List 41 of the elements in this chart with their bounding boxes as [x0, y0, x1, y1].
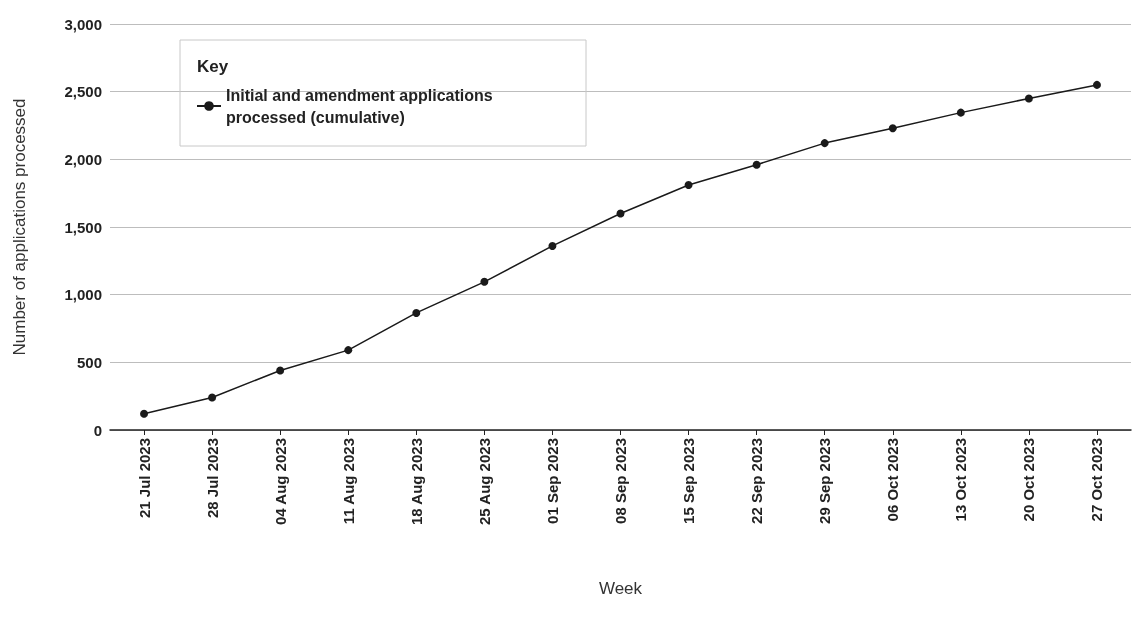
x-tick-label: 18 Aug 2023: [407, 438, 425, 525]
point: [1024, 94, 1033, 103]
x-tick-label: 11 Aug 2023: [339, 438, 357, 525]
x-tick-label: 22 Sep 2023: [748, 438, 766, 524]
y-tick-label: 2,000: [64, 150, 102, 168]
point: [412, 308, 421, 317]
y-tick-label: 1,000: [64, 286, 102, 304]
point: [208, 393, 217, 402]
x-tick-label: 13 Oct 2023: [952, 438, 970, 522]
y-tick-label: 0: [93, 421, 102, 439]
point: [1092, 80, 1101, 89]
point: [276, 366, 285, 375]
x-tick-label: 08 Sep 2023: [612, 438, 629, 524]
x-axis-title: Week: [598, 579, 643, 598]
x-tick-label: 04 Aug 2023: [271, 438, 289, 525]
point: [480, 277, 489, 286]
x-tick-label: 15 Sep 2023: [680, 438, 698, 524]
legend-title: Key: [197, 57, 229, 76]
point: [344, 346, 353, 355]
point: [888, 124, 897, 133]
legend-label: Initial and amendment applications processed (cumulative): [226, 86, 498, 126]
x-tick-label: 25 Aug 2023: [475, 438, 493, 525]
point: [956, 108, 965, 117]
y-tick-label: 3,000: [64, 15, 102, 33]
point: [684, 181, 693, 190]
point: [616, 209, 625, 218]
point: [548, 241, 557, 250]
point: [140, 409, 149, 418]
y-axis-title: Number of applications processed: [10, 98, 29, 356]
x-tick-label: 06 Oct 2023: [884, 438, 902, 522]
y-tick-label: 1,500: [64, 218, 102, 236]
point: [752, 160, 761, 169]
x-tick-label: 21 Jul 2023: [135, 438, 153, 519]
y-tick-label: 500: [76, 353, 102, 371]
x-tick-label: 27 Oct 2023: [1088, 438, 1106, 522]
x-tick-label: 29 Sep 2023: [816, 438, 834, 524]
point: [820, 139, 829, 148]
x-tick-label: 28 Jul 2023: [203, 438, 221, 519]
y-tick-label: 2,500: [64, 83, 102, 101]
x-tick-label: 01 Sep 2023: [543, 438, 561, 524]
x-tick-label: 20 Oct 2023: [1020, 438, 1038, 522]
